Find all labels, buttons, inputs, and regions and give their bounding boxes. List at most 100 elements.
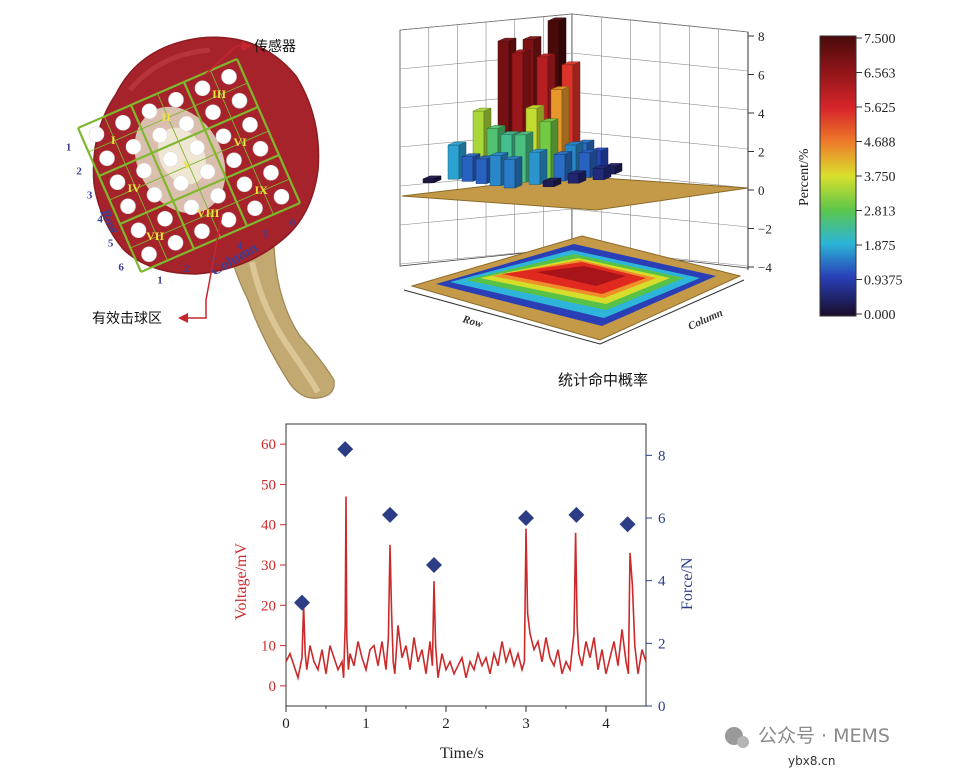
paddle-blade-highlight <box>128 47 211 92</box>
sensor-dot <box>252 140 269 157</box>
zone-numeral: II <box>161 110 171 124</box>
sensor-dot <box>136 162 152 179</box>
colorbar-tick-label: 6.563 <box>864 67 896 82</box>
y-tick-label: 60 <box>261 437 276 453</box>
sensor-dot <box>146 186 163 203</box>
wall-gridline <box>399 208 573 226</box>
wall-gridline <box>571 13 749 33</box>
y2-axis-label: Force/N <box>679 557 696 610</box>
wall-gridline <box>399 13 573 31</box>
force-marker <box>426 557 442 573</box>
x-tick-label: 2 <box>442 716 450 732</box>
zone-label: 有效击球区 <box>92 311 162 327</box>
contour-level-darkred <box>536 266 626 286</box>
sensor-dot <box>178 115 195 132</box>
bar-top-face <box>447 141 467 146</box>
colorbar-title: Percent/% <box>797 148 812 206</box>
bar-side-face <box>514 156 523 189</box>
zone-numeral: I <box>111 133 116 147</box>
bar-top-face <box>564 141 584 146</box>
wall-gridline <box>571 208 749 228</box>
z-tick-label: 4 <box>758 106 765 121</box>
sensor-dot <box>242 116 258 133</box>
z-tick-label: 0 <box>758 183 765 198</box>
sensor-dot <box>220 211 237 228</box>
bar-front-face <box>592 168 605 180</box>
y-tick-label: 20 <box>261 598 276 614</box>
colorbar-tick-label: 2.813 <box>864 205 896 220</box>
sensor-dot <box>115 114 131 131</box>
chart3d-row-label: Row <box>460 313 484 331</box>
bar-top-face <box>472 107 492 112</box>
bar-top-face <box>461 153 481 157</box>
bar-top-face <box>547 17 567 22</box>
sensor-dot <box>273 188 290 205</box>
grid-line-row <box>140 201 301 274</box>
sensor-dot <box>263 164 279 181</box>
colorbar-tick-label: 0.000 <box>864 308 896 323</box>
bar-top-face <box>553 151 573 155</box>
chart3d-column-label: Column <box>686 307 724 333</box>
column-number: 2 <box>184 263 190 275</box>
sensor-dot <box>236 176 253 193</box>
bar-front-face <box>461 156 474 182</box>
bar-front-face <box>489 155 502 187</box>
column-number: 5 <box>263 228 269 240</box>
row-number: 2 <box>76 165 82 177</box>
sensor-dot <box>162 151 179 168</box>
chart3d-z-axis: 8 6 4 2 0 −2 −4 <box>748 29 772 275</box>
force-marker <box>337 441 354 458</box>
bar <box>503 156 523 189</box>
y2-tick-label: 0 <box>658 699 666 715</box>
sensor-dot <box>189 139 205 156</box>
sensor-callout-arrow <box>242 41 252 51</box>
sensor-dot <box>88 126 105 143</box>
sensor-dot <box>194 223 210 240</box>
sensor-dot <box>183 199 200 216</box>
bar <box>542 177 562 188</box>
voltage-series-line <box>285 496 647 681</box>
zone-numeral: VII <box>146 229 164 243</box>
y2-tick-label: 4 <box>658 574 666 590</box>
bar-side-face <box>539 148 548 185</box>
z-tick-label: −2 <box>758 222 772 237</box>
bar-top-face <box>511 49 531 54</box>
wall-gridline <box>571 52 749 72</box>
zone-callout-line <box>184 213 223 319</box>
force-marker <box>518 510 534 526</box>
sensor-dot <box>247 200 263 217</box>
zone-numeral: V <box>183 158 192 172</box>
x-tick-label: 1 <box>362 716 370 732</box>
bar-front-face <box>553 154 566 182</box>
bar-top-face <box>497 37 517 42</box>
bar-top-face <box>528 148 548 153</box>
bar-top-face <box>539 118 559 123</box>
bar-front-face <box>567 173 580 184</box>
zone-callout-arrow <box>178 313 188 323</box>
x-tick-label: 3 <box>522 716 530 732</box>
sensor-dot <box>120 198 136 215</box>
bar-top-face <box>550 86 570 90</box>
y2-tick-label: 2 <box>658 636 666 652</box>
sensor-dot <box>168 91 184 108</box>
sensor-dot <box>99 150 115 167</box>
bar-top-face <box>422 175 442 180</box>
colorbar <box>819 35 857 317</box>
sensor-dot <box>141 246 157 263</box>
watermark: 公众号 · MEMS ybx8.cn <box>725 725 890 768</box>
wechat-icon-bubble <box>737 736 749 748</box>
z-tick-label: 8 <box>758 29 765 44</box>
sensor-dot <box>205 104 221 121</box>
bar-top-face <box>489 152 509 156</box>
bar <box>553 151 573 182</box>
bar-top-face <box>514 131 534 136</box>
sensor-dot <box>199 163 216 180</box>
bar <box>592 164 612 181</box>
sensor-dot <box>125 138 142 155</box>
wall-gridline <box>571 91 749 111</box>
bar <box>528 148 548 185</box>
force-marker <box>619 516 636 533</box>
